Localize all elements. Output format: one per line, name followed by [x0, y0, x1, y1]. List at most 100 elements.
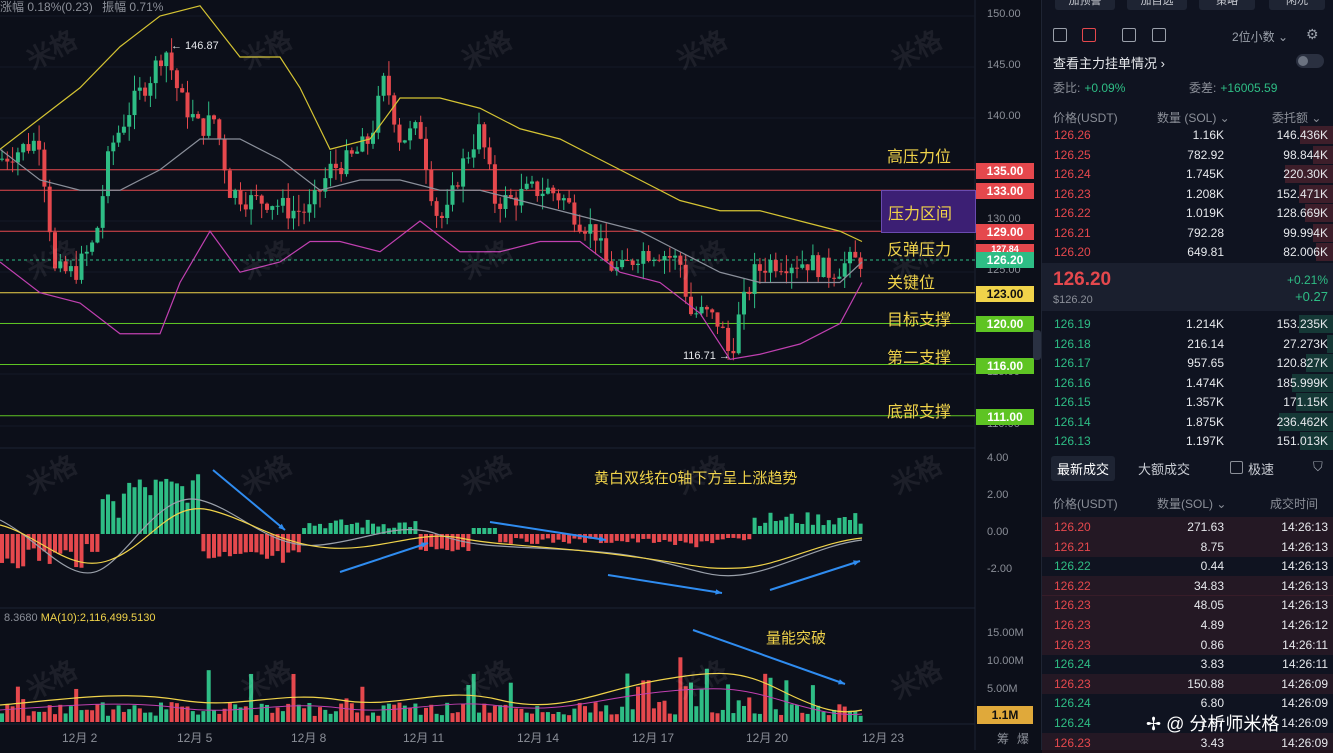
- row-total: 171.15K: [1283, 395, 1328, 409]
- candle-body: [837, 277, 841, 279]
- macd-bar: [488, 528, 492, 534]
- level-label-rebound-resistance: 反弹压力: [887, 236, 951, 260]
- row-qty: 216.14: [1187, 337, 1224, 351]
- candle-body: [705, 307, 709, 309]
- volume-bar: [101, 702, 105, 722]
- add-watchlist-button[interactable]: 加自选: [1127, 0, 1187, 10]
- time-tick: 12月 20: [746, 729, 788, 746]
- book-asks-icon[interactable]: [1122, 28, 1136, 42]
- add-alert-button[interactable]: 加预警: [1055, 0, 1115, 10]
- last-price-usd: $126.20: [1053, 294, 1093, 306]
- volume-bar: [832, 710, 836, 722]
- tab-latest-trades[interactable]: 最新成交: [1051, 456, 1115, 481]
- status-button[interactable]: 闲况: [1269, 0, 1325, 10]
- book-both-icon[interactable]: [1053, 28, 1067, 42]
- candle-body: [737, 314, 741, 353]
- volume-left-value: 8.3680: [4, 612, 38, 624]
- filter-icon[interactable]: ⛉: [1313, 459, 1323, 475]
- candle-body: [784, 271, 788, 273]
- candle-body: [800, 264, 804, 268]
- candle-body: [0, 159, 4, 160]
- book-header-qty[interactable]: 数量 (SOL) ⌄: [1157, 109, 1230, 126]
- macd-bar: [69, 534, 73, 552]
- resistance-zone-label: 压力区间: [882, 191, 975, 224]
- gear-icon[interactable]: ⚙: [1306, 26, 1319, 43]
- volume-ma-label: 8.3680 MA(10):2,116,499.5130: [4, 612, 155, 624]
- candle-body: [700, 307, 704, 313]
- candle-body: [604, 238, 608, 261]
- book-bids-icon[interactable]: [1082, 28, 1096, 42]
- book-list-icon[interactable]: [1152, 28, 1166, 42]
- candle-body: [678, 256, 682, 265]
- trade-header-price: 价格(USDT): [1053, 495, 1118, 512]
- row-price: 126.23: [1054, 187, 1091, 201]
- macd-bar: [636, 534, 640, 542]
- strategy-button[interactable]: 策略: [1199, 0, 1255, 10]
- price-tag-116: 116.00: [976, 358, 1034, 374]
- trade-price: 126.24: [1054, 696, 1091, 710]
- trade-time: 14:26:09: [1281, 716, 1328, 730]
- candle-body: [101, 196, 105, 228]
- candle-body: [249, 195, 253, 209]
- order-book-panel: 加预警 加自选 策略 闲况 2位小数 ⌄ ⚙ 查看主力挂单情况 › 委比:+0.…: [1041, 0, 1333, 750]
- macd-bar: [117, 518, 121, 534]
- candle-body: [493, 164, 497, 203]
- candle-body: [281, 198, 285, 206]
- macd-bar: [631, 534, 635, 539]
- volume-bar: [254, 715, 258, 722]
- trade-header-qty[interactable]: 数量(SOL) ⌄: [1157, 495, 1226, 512]
- macd-bar: [472, 528, 476, 534]
- book-header-total[interactable]: 委托额 ⌄: [1272, 109, 1321, 126]
- tab-fast[interactable]: 极速: [1248, 459, 1274, 478]
- candle-body: [32, 141, 36, 151]
- trade-qty: 3.83: [1201, 657, 1224, 671]
- row-qty: 1.357K: [1186, 395, 1224, 409]
- chip-button[interactable]: 筹: [997, 730, 1009, 747]
- trend-arrow: [213, 470, 285, 530]
- liquidation-button[interactable]: 爆: [1017, 730, 1029, 747]
- volume-bar: [133, 705, 137, 722]
- decimal-select[interactable]: 2位小数 ⌄: [1232, 28, 1288, 45]
- candle-body: [175, 70, 179, 88]
- volume-bar: [16, 687, 20, 722]
- macd-tick: 0.00: [987, 526, 1008, 538]
- main-force-link[interactable]: 查看主力挂单情况 ›: [1053, 53, 1165, 72]
- volume-bar: [530, 714, 534, 722]
- candle-body: [578, 225, 582, 232]
- volume-bar: [710, 712, 714, 722]
- volume-bar: [196, 715, 200, 722]
- fast-checkbox[interactable]: [1230, 461, 1243, 474]
- macd-bar: [111, 501, 115, 534]
- panel-collapse-handle[interactable]: [1033, 330, 1041, 360]
- candle-body: [657, 260, 661, 261]
- candle-body: [758, 264, 762, 271]
- macd-bar: [5, 534, 9, 559]
- macd-bar: [678, 534, 682, 541]
- volume-bar: [387, 704, 391, 722]
- candle-body: [207, 115, 211, 136]
- volume-bar: [398, 703, 402, 722]
- tab-large-trades[interactable]: 大额成交: [1138, 459, 1190, 478]
- candlestick-chart[interactable]: [0, 0, 1040, 750]
- candle-body: [848, 252, 852, 263]
- volume-bar: [154, 716, 158, 722]
- macd-bar: [551, 534, 555, 543]
- main-force-toggle[interactable]: [1296, 54, 1324, 68]
- brand-watermark: ✢ @ 分析师米格: [1146, 710, 1279, 736]
